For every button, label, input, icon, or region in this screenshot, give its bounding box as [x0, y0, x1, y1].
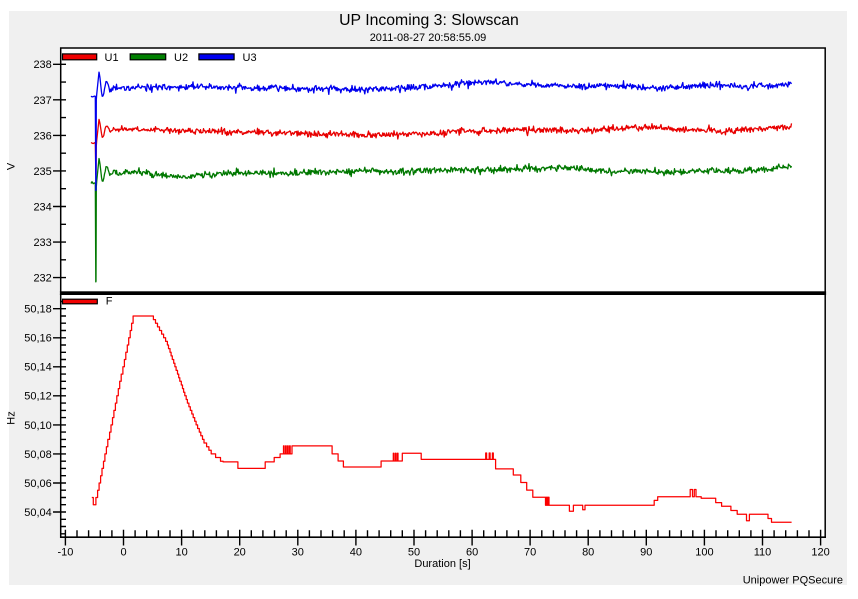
svg-text:50,16: 50,16 [24, 333, 52, 345]
svg-text:U3: U3 [243, 52, 257, 64]
svg-text:120: 120 [811, 546, 829, 558]
svg-text:238: 238 [33, 59, 51, 71]
svg-text:60: 60 [466, 546, 478, 558]
svg-text:50,08: 50,08 [24, 449, 52, 461]
svg-text:50: 50 [408, 546, 420, 558]
svg-text:30: 30 [292, 546, 304, 558]
svg-text:10: 10 [175, 546, 187, 558]
svg-text:233: 233 [33, 237, 51, 249]
svg-text:Duration [s]: Duration [s] [414, 558, 470, 570]
svg-text:50,06: 50,06 [24, 478, 52, 490]
svg-text:U2: U2 [174, 52, 188, 64]
svg-text:50,18: 50,18 [24, 304, 52, 316]
svg-text:70: 70 [524, 546, 536, 558]
svg-text:20: 20 [234, 546, 246, 558]
svg-text:80: 80 [582, 546, 594, 558]
svg-text:2011-08-27 20:58:55.09: 2011-08-27 20:58:55.09 [370, 32, 487, 44]
svg-text:V: V [6, 162, 18, 170]
svg-text:237: 237 [33, 95, 51, 107]
svg-text:F: F [106, 296, 113, 308]
svg-text:-10: -10 [57, 546, 73, 558]
svg-text:235: 235 [33, 166, 51, 178]
svg-text:40: 40 [350, 546, 362, 558]
svg-text:236: 236 [33, 130, 51, 142]
svg-text:100: 100 [695, 546, 713, 558]
svg-text:232: 232 [33, 273, 51, 285]
svg-text:Unipower PQSecure: Unipower PQSecure [743, 575, 843, 587]
svg-text:50,12: 50,12 [24, 391, 52, 403]
svg-text:110: 110 [754, 546, 772, 558]
svg-text:U1: U1 [105, 52, 119, 64]
svg-text:234: 234 [33, 201, 51, 213]
svg-text:50,04: 50,04 [24, 507, 52, 519]
svg-text:Hz: Hz [6, 411, 18, 424]
svg-text:50,10: 50,10 [24, 420, 52, 432]
svg-text:0: 0 [120, 546, 126, 558]
svg-text:90: 90 [640, 546, 652, 558]
svg-text:UP Incoming 3: Slowscan: UP Incoming 3: Slowscan [339, 12, 519, 29]
svg-text:50,14: 50,14 [24, 362, 52, 374]
